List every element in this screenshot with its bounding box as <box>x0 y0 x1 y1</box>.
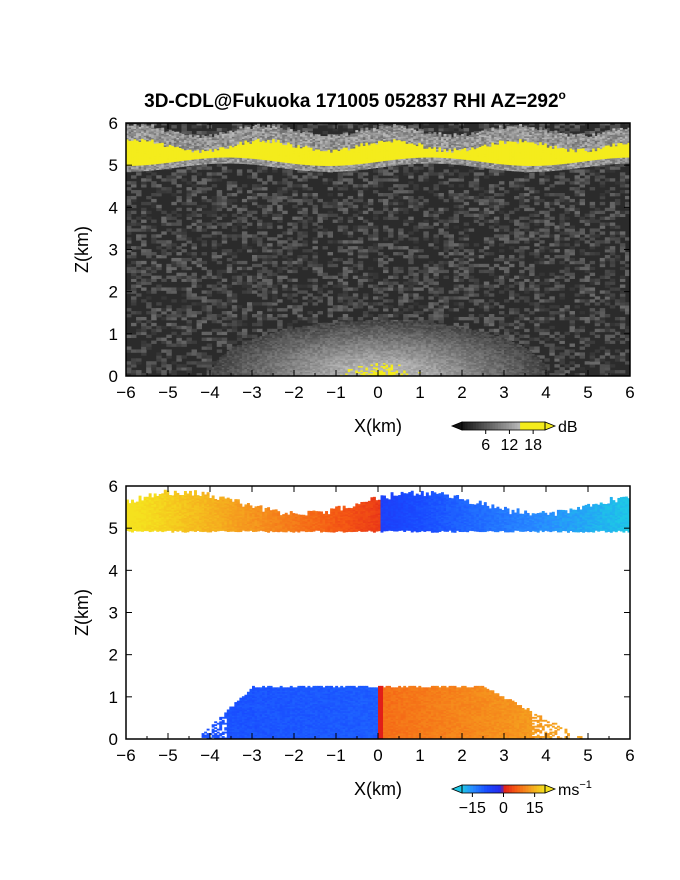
x-axis-label: X(km) <box>354 416 402 436</box>
colorbar: 6 12 18 dB <box>450 419 578 454</box>
x-tick-label: 2 <box>457 383 466 402</box>
x-tick-label: −5 <box>158 746 177 765</box>
y-tick-label: 6 <box>109 114 118 133</box>
y-tick-label: 2 <box>109 283 118 302</box>
y-axis-label: Z(km) <box>72 589 92 636</box>
y-tick-label: 6 <box>109 477 118 496</box>
y-tick-label: 4 <box>109 561 118 580</box>
data-field <box>126 123 630 376</box>
chart-title: 3D-CDL@Fukuoka 171005 052837 RHI AZ=292o <box>144 88 566 112</box>
colorbar: −15 0 15 ms−1 <box>450 779 592 817</box>
x-tick-label: −5 <box>158 383 177 402</box>
x-tick-label: 6 <box>625 746 634 765</box>
x-tick-label: 0 <box>373 383 382 402</box>
data-field <box>126 486 630 739</box>
x-tick-label: 2 <box>457 746 466 765</box>
y-tick-label: 4 <box>109 198 118 217</box>
x-tick-label: 5 <box>583 746 592 765</box>
x-tick-label: 4 <box>541 746 550 765</box>
y-tick-label: 1 <box>109 325 118 344</box>
x-tick-label: 1 <box>415 746 424 765</box>
colorbar-unit: ms−1 <box>558 779 592 799</box>
colorbar-tick-label: −15 <box>459 800 486 817</box>
x-tick-label: 3 <box>499 746 508 765</box>
y-tick-label: 1 <box>109 688 118 707</box>
x-tick-label: −3 <box>242 746 261 765</box>
y-tick-label: 2 <box>109 646 118 665</box>
colorbar-tick-label: 0 <box>499 800 508 817</box>
colorbar-tick-label: 12 <box>501 437 519 454</box>
x-tick-label: −2 <box>284 746 303 765</box>
y-tick-label: 3 <box>109 604 118 623</box>
x-tick-label: −1 <box>326 383 345 402</box>
x-axis-label: X(km) <box>354 779 402 799</box>
x-tick-label: 1 <box>415 383 424 402</box>
colorbar-tick-label: 18 <box>524 437 542 454</box>
x-tick-label: −2 <box>284 383 303 402</box>
x-tick-label: −3 <box>242 383 261 402</box>
x-tick-label: −6 <box>116 746 135 765</box>
x-tick-label: −1 <box>326 746 345 765</box>
x-tick-label: 3 <box>499 383 508 402</box>
colorbar-unit: dB <box>558 419 578 436</box>
velocity-panel: −6 −5 −4 −3 −2 −1 0 1 2 3 4 5 6 0 1 2 3 4 5 6 X(km) Z(km) −15 0… <box>72 477 635 817</box>
x-tick-label: −4 <box>200 383 219 402</box>
x-tick-label: −4 <box>200 746 219 765</box>
colorbar-tick-label: 6 <box>481 437 490 454</box>
x-tick-label: 6 <box>625 383 634 402</box>
y-tick-label: 5 <box>109 519 118 538</box>
x-tick-label: −6 <box>116 383 135 402</box>
y-tick-label: 5 <box>109 156 118 175</box>
x-tick-label: 4 <box>541 383 550 402</box>
x-tick-label: 5 <box>583 383 592 402</box>
y-tick-label: 0 <box>109 730 118 749</box>
y-axis-label: Z(km) <box>72 226 92 273</box>
colorbar-tick-label: 15 <box>526 800 544 817</box>
x-tick-label: 0 <box>373 746 382 765</box>
y-tick-label: 3 <box>109 241 118 260</box>
y-tick-label: 0 <box>109 367 118 386</box>
